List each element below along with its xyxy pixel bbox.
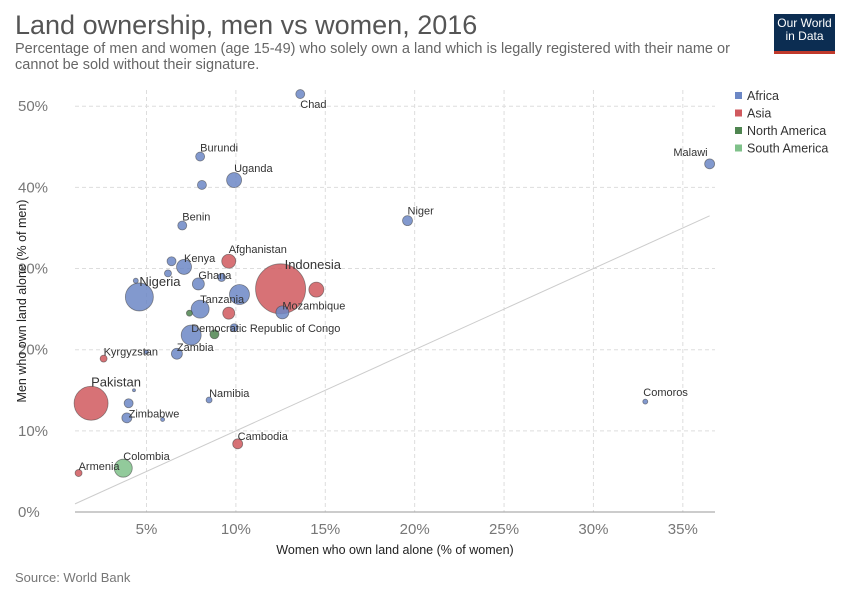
chart-subtitle: Percentage of men and women (age 15-49) … [15,41,730,73]
logo-line-2: in Data [785,29,824,43]
data-point[interactable] [402,215,413,227]
data-point[interactable] [642,398,649,405]
point-label: Niger [408,206,435,218]
legend-label[interactable]: North America [747,124,826,138]
point-label: Indonesia [285,257,342,272]
point-label: Nigeria [139,274,181,289]
data-point[interactable] [121,412,133,424]
point-label: Cambodia [238,431,289,443]
point-label: Ghana [198,270,232,282]
data-point[interactable] [132,388,136,393]
y-axis-label: Men who own land alone (% of men) [15,200,29,403]
data-point[interactable] [176,259,192,275]
legend-swatch [735,92,742,99]
data-point[interactable] [195,151,206,162]
data-point[interactable] [132,277,139,284]
point-label: Uganda [234,163,273,175]
x-tick-label: 20% [400,521,430,538]
legend-label[interactable]: Asia [747,107,771,121]
tick-labels: 0% 10% 20% 30% 40% 50% 5% 10% 15% 20% 25% 30% 35% [18,98,698,538]
data-point[interactable] [160,417,165,422]
x-tick-label: 5% [136,521,158,538]
chart-title: Land ownership, men vs women, 2016 [15,10,478,40]
point-labels: Chad Burundi Uganda Malawi Benin Niger Afghani… [79,99,708,473]
data-point[interactable] [113,458,133,478]
data-point[interactable] [144,349,149,355]
point-label: Afghanistan [229,244,287,256]
point-label: Pakistan [91,374,141,389]
logo-line-1: Our World [777,16,832,30]
data-point[interactable] [197,180,207,190]
y-tick-label: 50% [18,98,48,115]
source-note: Source: World Bank [15,570,131,585]
point-label: Colombia [123,451,170,463]
data-point[interactable] [205,396,213,404]
point-label: Chad [300,99,326,111]
grid-lines [75,90,715,513]
data-point[interactable] [232,438,244,450]
point-label: Kyrgyzstan [104,347,158,359]
data-point[interactable] [177,220,188,231]
data-point[interactable] [209,329,220,340]
x-tick-label: 35% [668,521,698,538]
point-label: Tanzania [200,294,245,306]
legend-swatch [735,127,742,134]
point-label: Zambia [177,342,215,354]
data-point[interactable] [74,469,83,477]
data-point[interactable] [217,273,226,282]
y-tick-label: 20% [18,342,48,359]
x-tick-label: 15% [310,521,340,538]
data-point[interactable] [164,269,172,278]
data-point[interactable] [226,172,243,188]
data-point[interactable] [308,281,325,298]
legend-label[interactable]: Africa [747,89,779,103]
point-label: Kenya [184,253,216,265]
legend[interactable]: Africa Asia North America South America [735,89,828,156]
point-label: Democratic Republic of Congo [191,323,340,335]
diagonal-reference-line [74,215,710,505]
y-tick-label: 30% [18,261,48,278]
data-point[interactable] [191,277,205,291]
data-point[interactable] [99,354,108,363]
point-label: Benin [182,212,210,224]
legend-label[interactable]: South America [747,142,828,156]
data-point[interactable] [275,305,290,320]
data-point[interactable] [166,256,177,267]
point-label: Namibia [209,388,250,400]
y-tick-label: 0% [18,504,40,521]
data-point[interactable] [73,385,109,421]
data-point[interactable] [704,158,716,170]
x-tick-label: 10% [221,521,251,538]
point-label: Burundi [200,143,238,155]
x-tick-label: 25% [489,521,519,538]
point-label: Mozambique [282,300,345,312]
data-point[interactable] [180,324,202,346]
point-label: Comoros [643,387,688,399]
data-point[interactable] [123,398,134,409]
point-label: Zimbabwe [129,408,180,420]
y-tick-label: 10% [18,423,48,440]
y-tick-label: 40% [18,179,48,196]
data-points [73,89,716,478]
data-point[interactable] [229,284,250,305]
data-point[interactable] [190,299,210,319]
data-point[interactable] [170,347,183,360]
legend-swatch [735,109,742,117]
data-point[interactable] [124,282,154,312]
data-point[interactable] [186,309,193,317]
legend-swatch [735,144,742,152]
x-axis-label: Women who own land alone (% of women) [276,543,513,557]
data-point[interactable] [229,323,239,333]
point-label: Malawi [673,147,707,159]
point-label: Armenia [79,461,121,473]
owid-logo[interactable]: Our World in Data [774,14,835,54]
x-equals-y-line [74,215,710,505]
data-point[interactable] [295,89,306,99]
x-tick-label: 30% [578,521,608,538]
data-point[interactable] [221,253,237,269]
data-point[interactable] [222,306,236,320]
